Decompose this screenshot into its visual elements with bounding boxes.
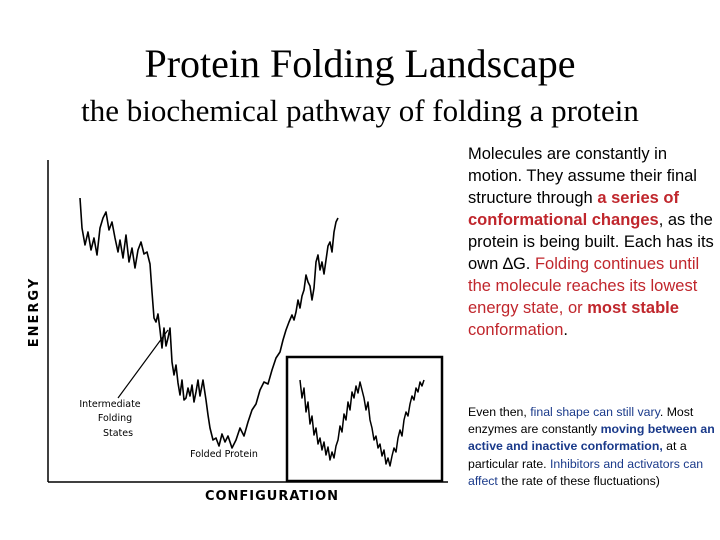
p2-text-3: at a particular rate. bbox=[468, 439, 687, 471]
p2-text-4: the rate of these fluctuations) bbox=[497, 473, 660, 488]
slide-subtitle: the biochemical pathway of folding a pro… bbox=[81, 93, 639, 128]
p1-text-2: , as the protein is being built. Each ha… bbox=[468, 211, 714, 273]
intermediate-label-line1: Intermediate bbox=[79, 399, 140, 410]
p1-highlight-conformation: conformation bbox=[468, 321, 564, 339]
p2-text: Even then, bbox=[468, 405, 531, 419]
p1-text-3: . bbox=[525, 255, 535, 273]
p1-delta-g: ∆G bbox=[502, 255, 526, 273]
intermediate-label-line2: Folding bbox=[98, 413, 132, 424]
slide-title: Protein Folding Landscape bbox=[144, 41, 576, 86]
y-axis-label: ENERGY bbox=[27, 277, 42, 347]
intermediate-arrow bbox=[117, 329, 169, 399]
energy-landscape-diagram: ENERGY CONFIGURATION Intermediate Foldin… bbox=[27, 160, 448, 504]
inset-fluctuation-curve bbox=[299, 379, 425, 467]
p1-text: Molecules are constantly in motion. They… bbox=[468, 145, 697, 207]
p2-highlight-inhibitors: Inhibitors and activators can affect bbox=[468, 456, 704, 488]
p1-highlight-most-stable: most stable bbox=[587, 299, 679, 317]
p2-highlight-final-shape: final shape can still vary bbox=[530, 405, 660, 419]
description-paragraph: Molecules are constantly in motion. They… bbox=[468, 143, 718, 341]
x-axis-label: CONFIGURATION bbox=[205, 489, 339, 504]
p1-text-4: . bbox=[563, 321, 568, 339]
energy-curve bbox=[79, 197, 339, 449]
p1-highlight-folding: Folding continues until the molecule rea… bbox=[468, 255, 700, 317]
intermediate-label-line3: States bbox=[103, 428, 133, 439]
p2-text-2: . Most enzymes are constantly bbox=[468, 405, 694, 437]
folded-protein-label: Folded Protein bbox=[190, 449, 258, 460]
p2-highlight-moving: moving between an active and inactive co… bbox=[468, 422, 715, 454]
p1-highlight-series: a series of conformational changes bbox=[468, 189, 679, 229]
note-paragraph: Even then, final shape can still vary. M… bbox=[468, 404, 718, 490]
